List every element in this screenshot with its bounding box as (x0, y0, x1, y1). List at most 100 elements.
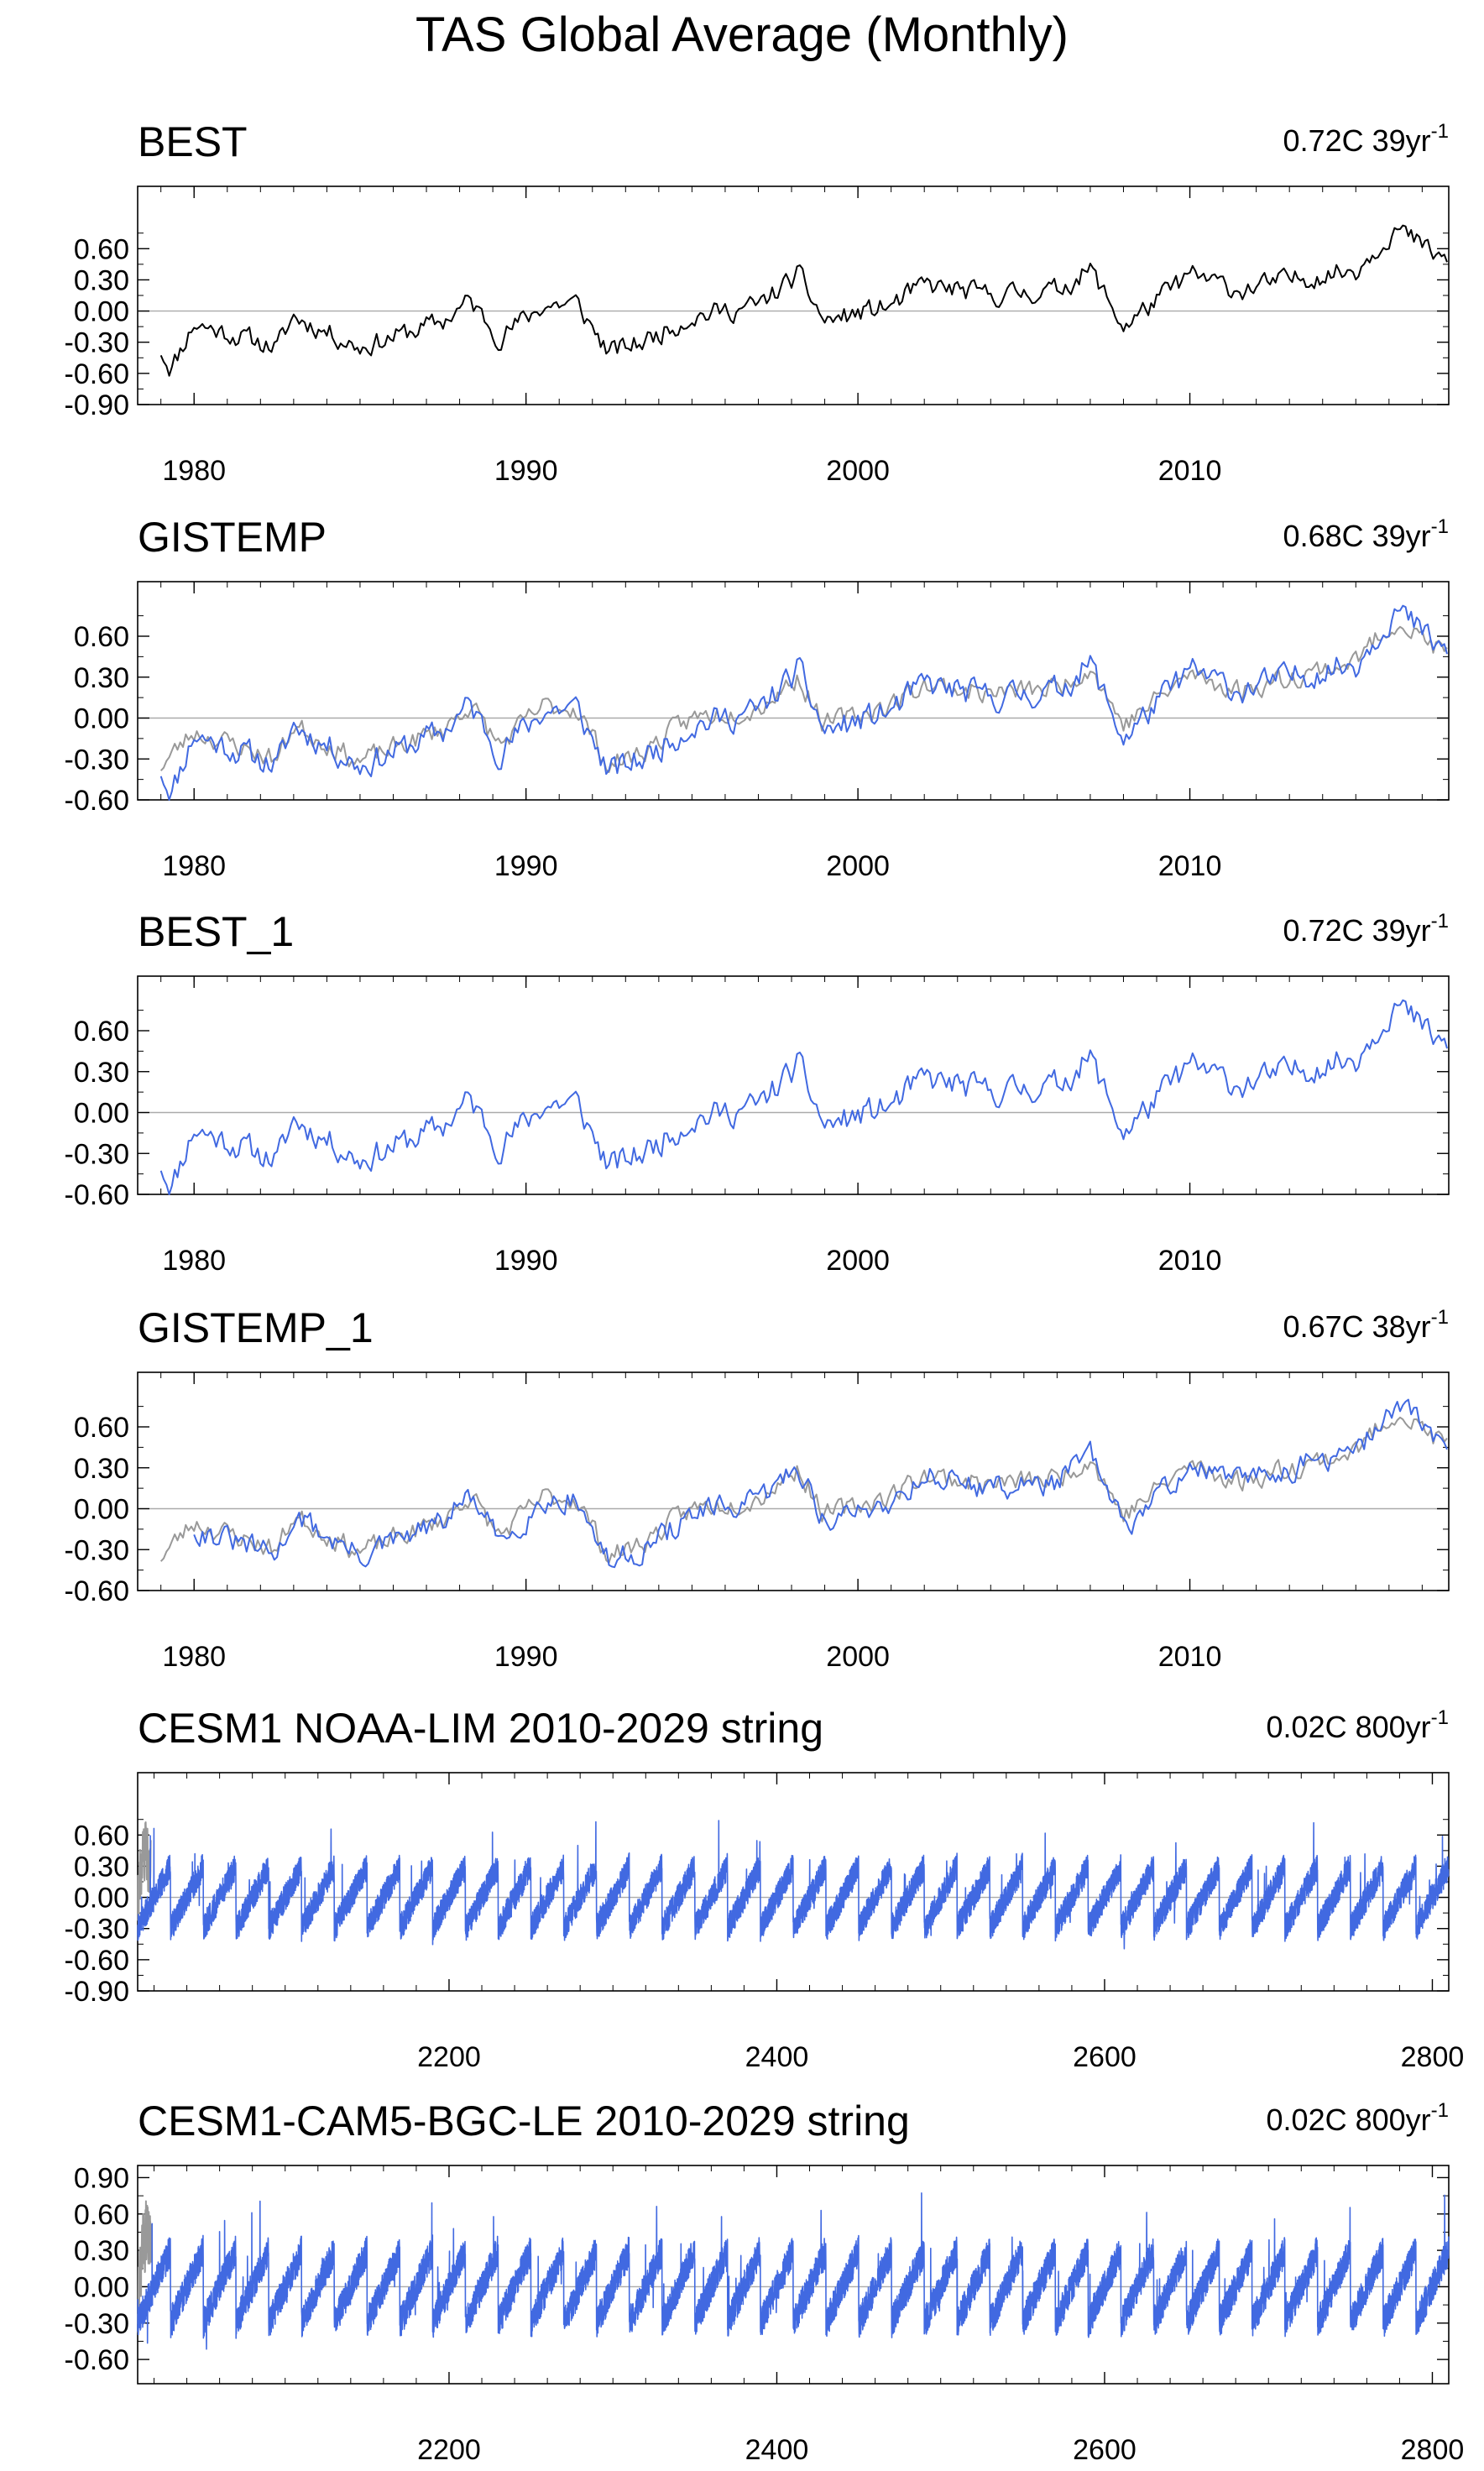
y-tick-label: 0.30 (74, 662, 129, 694)
y-tick-label: 0.00 (74, 703, 129, 735)
y-tick-label: 0.30 (74, 1057, 129, 1089)
x-tick-label: 2400 (745, 2041, 809, 2073)
panel-title: CESM1 NOAA-LIM 2010-2029 string (138, 1705, 823, 1752)
y-tick-label: -0.60 (65, 358, 130, 390)
x-tick-label: 2010 (1158, 1245, 1222, 1277)
series-line-2 (137, 1820, 1450, 1950)
x-tick-label: 2000 (826, 455, 890, 487)
y-tick-label: -0.30 (65, 2308, 130, 2340)
trend-value: 0.72C 39yr (1283, 913, 1431, 948)
chart-panel-1: 0.600.300.00-0.30-0.60-0.90 1980 1990 2000 2… (65, 118, 1450, 487)
x-tick-label: 2010 (1158, 850, 1222, 882)
chart-panel-6: 0.90 0.60 0.30 0.00 -0.30 -0.60 2200 2400 2600 28… (65, 2097, 1465, 2466)
trend-label: 0.72C 39yr-1 (1283, 910, 1449, 948)
y-tick-label: 0.00 (74, 1494, 129, 1526)
x-tick-label: 1990 (494, 850, 558, 882)
trend-value: 0.67C 38yr (1283, 1309, 1431, 1344)
series-line-1 (159, 625, 1448, 773)
y-tick-label: 0.30 (74, 1851, 129, 1883)
x-tick-label: 1990 (494, 1641, 558, 1673)
trend-label: 0.68C 39yr-1 (1283, 515, 1449, 553)
x-tick-label: 2800 (1401, 2041, 1465, 2073)
y-tick-label: -0.60 (65, 2344, 130, 2376)
trend-value: 0.68C 39yr (1283, 519, 1431, 553)
y-tick-label: 0.00 (74, 1098, 129, 1130)
plot-frame (137, 975, 1450, 1195)
chart-panel-5: 0.600.300.00-0.30-0.60-0.90 2200 2400 2600 2… (65, 1705, 1465, 2073)
x-tick-label: 1980 (162, 1641, 226, 1673)
chart-panel-2: 0.60 0.30 0.00 -0.30 -0.60 1980 1990 2000 2010 GI… (65, 514, 1450, 882)
x-tick-label: 1990 (494, 1245, 558, 1277)
figure-title: TAS Global Average (Monthly) (415, 8, 1069, 62)
trend-exponent: -1 (1431, 1706, 1449, 1729)
trend-label: 0.67C 38yr-1 (1283, 1306, 1449, 1344)
series-line-1 (137, 1821, 152, 1930)
panel-title: BEST (138, 118, 248, 165)
plot-frame (137, 185, 1450, 405)
trend-value: 0.72C 39yr (1283, 123, 1431, 158)
y-tick-label: -0.30 (65, 1138, 130, 1170)
series-line-1 (159, 999, 1448, 1195)
series-line-1 (137, 2200, 152, 2333)
y-tick-label: 0.00 (74, 296, 129, 328)
x-tick-label: 2000 (826, 1641, 890, 1673)
y-tick-label: -0.90 (65, 1976, 130, 2008)
y-tick-label: 0.90 (74, 2162, 129, 2194)
trend-exponent: -1 (1431, 515, 1449, 538)
x-tick-label: 2010 (1158, 1641, 1222, 1673)
y-tick-label: 0.60 (74, 233, 129, 265)
series-line-2 (137, 2192, 1450, 2350)
y-tick-label: 0.00 (74, 2271, 129, 2303)
x-tick-label: 2400 (745, 2434, 809, 2466)
x-tick-label: 2600 (1073, 2434, 1137, 2466)
y-tick-label: 0.60 (74, 1016, 129, 1047)
y-tick-label: -0.60 (65, 785, 130, 817)
x-tick-label: 2010 (1158, 455, 1222, 487)
panel-title: GISTEMP (138, 514, 327, 561)
series-line-2 (159, 604, 1448, 801)
series-line-1 (159, 224, 1448, 377)
y-tick-label: -0.90 (65, 389, 130, 421)
x-tick-label: 2200 (417, 2041, 481, 2073)
x-tick-label: 2200 (417, 2434, 481, 2466)
y-tick-label: -0.60 (65, 1945, 130, 1977)
y-tick-label: 0.30 (74, 264, 129, 296)
trend-value: 0.02C 800yr (1267, 2103, 1431, 2137)
y-tick-label: -0.30 (65, 744, 130, 776)
y-tick-label: 0.30 (74, 1453, 129, 1485)
trend-exponent: -1 (1431, 120, 1449, 143)
trend-label: 0.02C 800yr-1 (1267, 2099, 1449, 2137)
trend-label: 0.02C 800yr-1 (1267, 1706, 1449, 1744)
trend-exponent: -1 (1431, 2099, 1449, 2122)
y-tick-label: -0.30 (65, 1914, 130, 1946)
chart-panel-4: 0.60 0.30 0.00 -0.30 -0.60 1980 1990 2000 2010 GI… (65, 1304, 1450, 1673)
x-tick-label: 1980 (162, 1245, 226, 1277)
panel-title: CESM1-CAM5-BGC-LE 2010-2029 string (138, 2097, 910, 2144)
series-line-1 (159, 1416, 1448, 1564)
chart-panel-3: 0.60 0.30 0.00 -0.30 -0.60 1980 1990 2000 2010 BE… (65, 908, 1450, 1277)
y-tick-label: 0.00 (74, 1883, 129, 1915)
y-tick-label: 0.60 (74, 1412, 129, 1444)
panel-title: BEST_1 (138, 908, 294, 955)
x-tick-label: 2000 (826, 850, 890, 882)
x-tick-label: 1980 (162, 455, 226, 487)
plot-frame (137, 1371, 1450, 1591)
trend-value: 0.02C 800yr (1267, 1710, 1431, 1744)
trend-exponent: -1 (1431, 1306, 1449, 1329)
y-tick-label: -0.30 (65, 1534, 130, 1566)
y-tick-label: -0.60 (65, 1575, 130, 1607)
y-tick-label: 0.60 (74, 2199, 129, 2231)
trend-label: 0.72C 39yr-1 (1283, 120, 1449, 158)
y-tick-label: 0.30 (74, 2235, 129, 2267)
series-line-2 (193, 1398, 1448, 1569)
panel-title: GISTEMP_1 (138, 1304, 374, 1351)
x-tick-label: 1980 (162, 850, 226, 882)
plot-frame (137, 581, 1450, 801)
x-tick-label: 2800 (1401, 2434, 1465, 2466)
trend-exponent: -1 (1431, 910, 1449, 933)
y-tick-label: -0.30 (65, 327, 130, 359)
x-tick-label: 2000 (826, 1245, 890, 1277)
y-tick-label: 0.60 (74, 621, 129, 653)
